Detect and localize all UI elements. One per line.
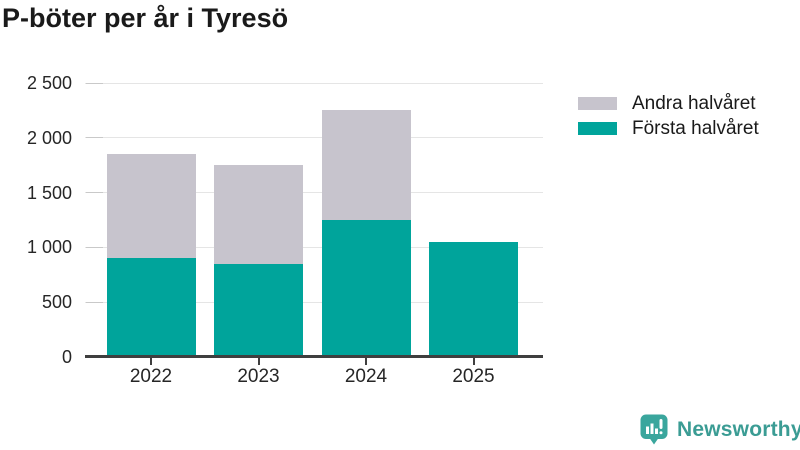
bar-segment-2022-Andra halvåret — [106, 154, 196, 259]
plot-area — [85, 82, 543, 357]
legend-label-forsta-halvaret: Första halvåret — [632, 118, 759, 139]
bar-segment-2025-Första halvåret — [429, 241, 518, 357]
y-tick-label-1000: 1 000 — [26, 237, 72, 258]
y-tick-mark-1000 — [86, 246, 103, 248]
y-tick-mark-2000 — [86, 137, 103, 139]
bar-segment-2023-Första halvåret — [214, 263, 303, 357]
x-tick-label-2025: 2025 — [452, 366, 495, 387]
y-tick-label-500: 500 — [41, 292, 72, 313]
legend-swatch-forsta-halvaret — [578, 122, 617, 135]
x-tick-mark-2022 — [150, 358, 152, 365]
x-tick-mark-2023 — [257, 358, 260, 365]
bar-segment-2023-Andra halvåret — [214, 165, 303, 264]
legend-item-andra-halvaret: Andra halvåret — [578, 93, 759, 114]
gridline-2500 — [85, 82, 543, 84]
y-tick-mark-1500 — [86, 192, 103, 194]
y-tick-label-2000: 2 000 — [26, 127, 72, 148]
chart-title: P-böter per år i Tyresö — [2, 3, 289, 33]
bar-segment-2024-Första halvåret — [321, 220, 411, 357]
newsworthy-wordmark: Newsworthy — [677, 417, 800, 441]
y-tick-mark-500 — [86, 301, 103, 303]
newsworthy-bubble-barchart-icon — [640, 414, 668, 445]
y-tick-mark-2500 — [86, 82, 103, 84]
bar-segment-2024-Andra halvåret — [321, 110, 411, 220]
bar-segment-2022-Första halvåret — [106, 258, 196, 357]
legend-label-andra-halvaret: Andra halvåret — [632, 93, 756, 114]
newsworthy-logo[interactable]: Newsworthy — [640, 414, 800, 445]
x-axis-line — [85, 355, 543, 358]
legend-item-forsta-halvaret: Första halvåret — [578, 118, 759, 139]
legend-swatch-andra-halvaret — [578, 97, 617, 110]
y-tick-label-0: 0 — [61, 347, 72, 367]
x-tick-mark-2024 — [365, 358, 367, 365]
x-tick-label-2023: 2023 — [237, 366, 280, 387]
gridline-500 — [85, 301, 543, 303]
x-tick-mark-2025 — [472, 358, 475, 365]
x-tick-label-2022: 2022 — [129, 366, 173, 387]
y-tick-label-2500: 2 500 — [26, 73, 72, 93]
legend: Andra halvåret Första halvåret — [578, 93, 759, 147]
gridline-1500 — [85, 192, 543, 194]
gridline-1000 — [85, 246, 543, 248]
gridline-2000 — [85, 137, 543, 139]
y-tick-label-1500: 1 500 — [26, 182, 72, 203]
x-tick-label-2024: 2024 — [344, 366, 388, 387]
